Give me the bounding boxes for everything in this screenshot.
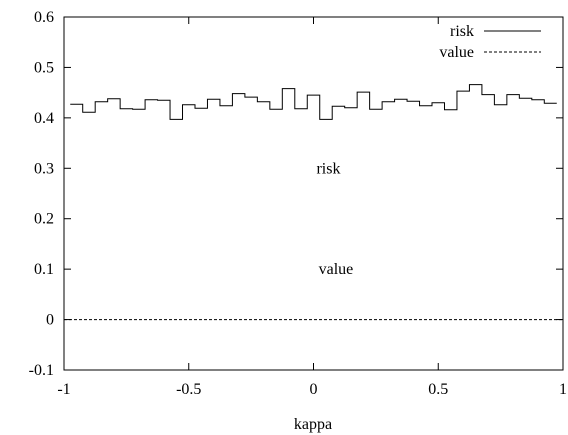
- y-tick-label: -0.1: [29, 362, 54, 379]
- series-risk-line: [70, 84, 557, 120]
- axis-ticks: -0.1 0 0.1 0.2 0.3 0.4 0.5 0.6 -1 -0.5 0 0.5 1: [29, 9, 567, 398]
- y-tick-label: 0.3: [34, 160, 54, 177]
- series-layer: [64, 84, 563, 321]
- y-tick-label: 0.6: [34, 9, 54, 26]
- legend: risk value: [439, 23, 541, 61]
- y-tick-label: 0.5: [34, 59, 54, 76]
- x-tick-label: 0: [310, 381, 318, 398]
- plot-frame: [63, 16, 564, 371]
- x-tick-label: -1: [57, 381, 70, 398]
- x-tick-label: -0.5: [176, 381, 201, 398]
- legend-label-value: value: [439, 44, 474, 61]
- y-tick-label: 0.2: [34, 211, 54, 228]
- x-tick-label: 1: [559, 381, 567, 398]
- annotation-risk: risk: [316, 160, 340, 177]
- annotations: risk value: [316, 160, 353, 278]
- y-tick-label: 0.4: [34, 110, 54, 127]
- annotation-value: value: [319, 261, 354, 278]
- legend-label-risk: risk: [450, 23, 474, 40]
- y-tick-label: 0.1: [34, 261, 54, 278]
- x-axis-label: kappa: [294, 416, 332, 433]
- y-tick-label: 0: [46, 312, 54, 329]
- x-tick-label: 0.5: [428, 381, 448, 398]
